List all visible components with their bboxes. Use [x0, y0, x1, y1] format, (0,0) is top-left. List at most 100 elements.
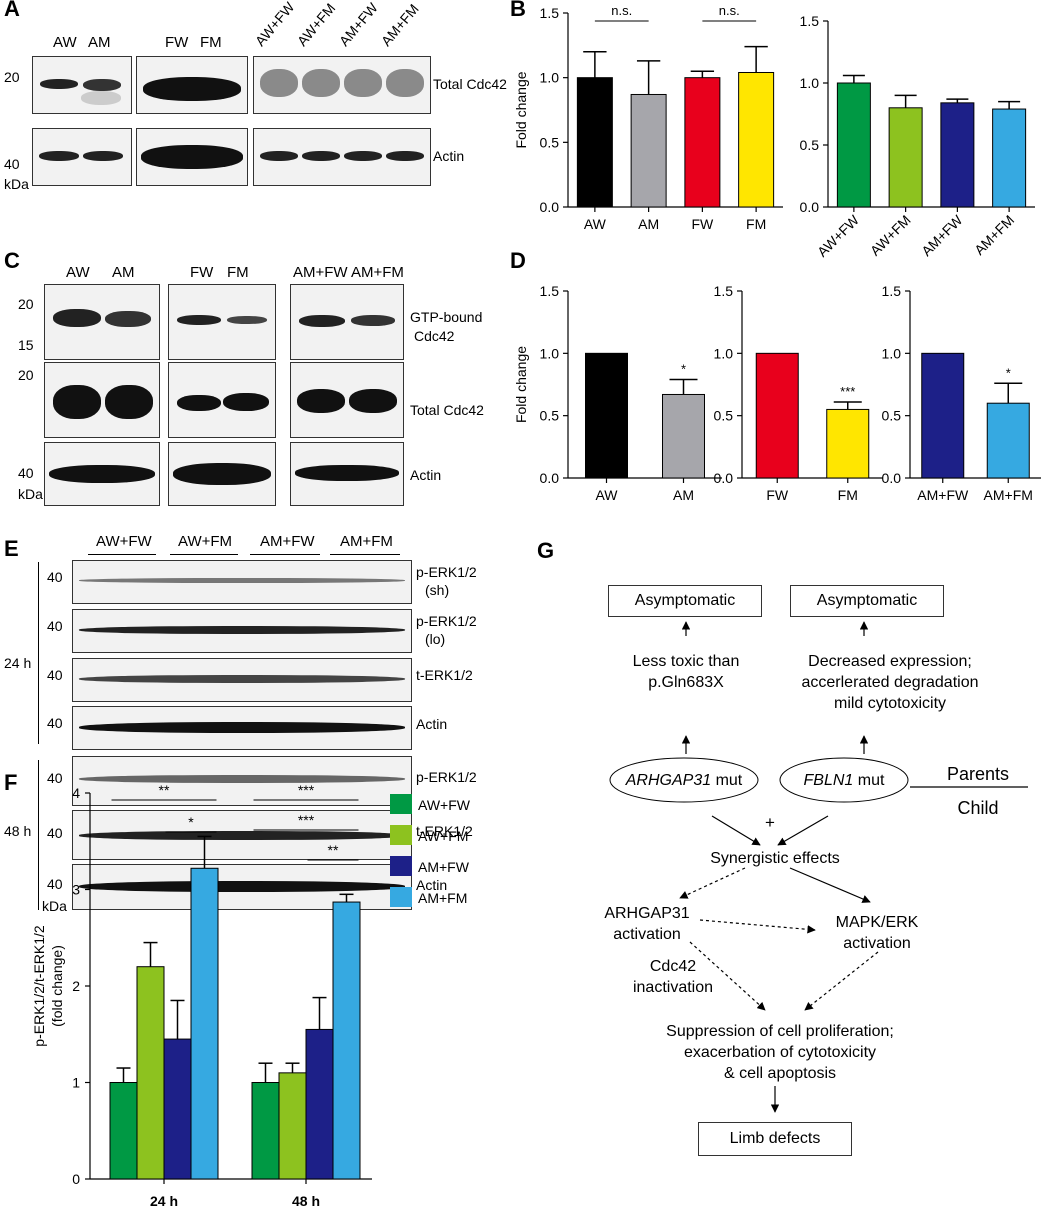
significance-stars: * — [1006, 365, 1011, 380]
y-tick-label: 0.0 — [714, 470, 734, 486]
row-label-actin: Actin — [410, 467, 442, 483]
kda-label: kDa — [18, 486, 43, 502]
text-line: activation — [613, 926, 681, 943]
mw-marker: 20 — [18, 296, 34, 312]
x-tick-label: AM — [638, 216, 659, 232]
blot-box — [168, 284, 276, 360]
text-line: Decreased expression; — [808, 653, 972, 670]
y-tick-label: 0.5 — [540, 408, 560, 424]
x-tick-label: 24 h — [150, 1193, 178, 1209]
panel-label-a: A — [4, 0, 20, 21]
bar — [278, 1072, 307, 1180]
limb-defects-box: Limb defects — [698, 1122, 852, 1156]
asymptomatic-box-left: Asymptomatic — [608, 585, 762, 617]
mw-marker: 40 — [47, 770, 63, 786]
synergistic-effects: Synergistic effects — [710, 850, 840, 867]
row-label: p-ERK1/2 — [416, 613, 477, 629]
less-toxic-text: Less toxic than p.Gln683X — [590, 651, 782, 693]
bar — [836, 82, 871, 208]
legend-label: AM+FW — [418, 859, 470, 875]
blot-box — [253, 128, 431, 186]
x-tick-label: AW — [595, 487, 618, 503]
blot-box — [136, 56, 248, 114]
chart-d-3: 0.0 0.5 1.0 1.5 AM+FW AM+FM * — [882, 283, 1041, 503]
lane-label: AM+FM — [351, 264, 404, 281]
arrow — [777, 815, 829, 846]
mw-marker: 40 — [47, 667, 63, 683]
panel-label-f: F — [4, 770, 18, 795]
text-line: activation — [843, 935, 911, 952]
y-tick-label: 1.5 — [800, 13, 820, 29]
y-tick-label: 3 — [72, 882, 80, 898]
text-line: exacerbation of cytotoxicity — [683, 1044, 877, 1061]
text-line: ARHGAP31 — [604, 905, 690, 922]
chart-d-1: 0.0 0.5 1.0 1.5 Fold change AW AM * — [513, 283, 722, 503]
bar — [986, 402, 1030, 479]
y-tick-label: 1.5 — [882, 283, 902, 299]
arhgap31-mut-node: ARHGAP31 mut — [610, 770, 758, 791]
text-line: mild cytotoxicity — [833, 695, 947, 712]
bar — [684, 77, 721, 208]
decreased-expression-text: Decreased expression; accerlerated degra… — [760, 651, 1020, 714]
kda-label: kDa — [42, 898, 67, 914]
significance-stars: *** — [840, 384, 855, 399]
blot-box — [168, 362, 276, 438]
dashed-arrow — [689, 941, 766, 1011]
x-tick-label: AW — [584, 216, 607, 232]
y-axis-label: Fold change — [513, 346, 529, 423]
time-label-24h: 24 h — [4, 655, 32, 671]
bar — [190, 867, 219, 1180]
fbln1-mut-node: FBLN1 mut — [780, 770, 908, 791]
legend-label: AW+FM — [418, 828, 468, 844]
legend-label: AW+FW — [418, 797, 471, 813]
x-tick-label: FW — [691, 216, 714, 232]
mw-marker: 40 — [47, 715, 63, 731]
text-line: Suppression of cell proliferation; — [666, 1023, 894, 1040]
parents-label: Parents — [946, 764, 1010, 784]
blot-box — [72, 609, 412, 653]
asymptomatic-box-right: Asymptomatic — [790, 585, 944, 617]
suppression-text: Suppression of cell proliferation; exace… — [630, 1021, 930, 1084]
cdc42-inactivation: Cdc42 inactivation — [608, 956, 738, 998]
lane-label: FW — [190, 264, 214, 281]
row-label: (sh) — [425, 582, 450, 598]
mw-marker: 40 — [47, 618, 63, 634]
dashed-arrow — [679, 867, 746, 899]
mw-marker: 20 — [4, 69, 20, 85]
y-tick-label: 1.5 — [714, 283, 734, 299]
group-label: AW+FM — [178, 533, 233, 550]
x-tick-label: FM — [838, 487, 858, 503]
y-tick-label: 0.5 — [540, 134, 560, 150]
blot-box — [44, 284, 160, 360]
row-label: p-ERK1/2 — [416, 769, 477, 785]
blot-box — [72, 658, 412, 702]
gene-name: ARHGAP31 — [625, 772, 712, 789]
legend-swatch — [390, 887, 412, 907]
y-tick-label: 0 — [72, 1171, 80, 1187]
blot-box — [44, 362, 160, 438]
x-tick-label: 48 h — [292, 1193, 320, 1209]
row-label-total-cdc42: Total Cdc42 — [433, 76, 507, 92]
blot-box — [136, 128, 248, 186]
y-tick-label: 1.0 — [540, 345, 560, 361]
bar — [940, 102, 975, 208]
group-label: AM+FW — [260, 533, 315, 550]
y-tick-label: 0.5 — [882, 408, 902, 424]
y-tick-label: 2 — [72, 978, 80, 994]
dashed-arrow — [699, 919, 816, 934]
blot-box — [32, 128, 132, 186]
x-tick-label: FW — [766, 487, 789, 503]
significance-stars: *** — [298, 812, 315, 828]
mw-marker: 20 — [18, 367, 34, 383]
ns-label: n.s. — [719, 3, 740, 18]
chart-b-left: 0.0 0.5 1.0 1.5 Fold change AW AM FW FM n.s. n.s. — [513, 3, 783, 232]
dashed-arrow — [804, 951, 879, 1011]
y-tick-label: 0.0 — [540, 470, 560, 486]
y-tick-label: 4 — [72, 785, 80, 801]
lane-label: AM+FW — [293, 264, 348, 281]
mw-marker: 40 — [47, 569, 63, 585]
row-label: (lo) — [425, 631, 446, 647]
lane-label: FW — [165, 34, 189, 51]
